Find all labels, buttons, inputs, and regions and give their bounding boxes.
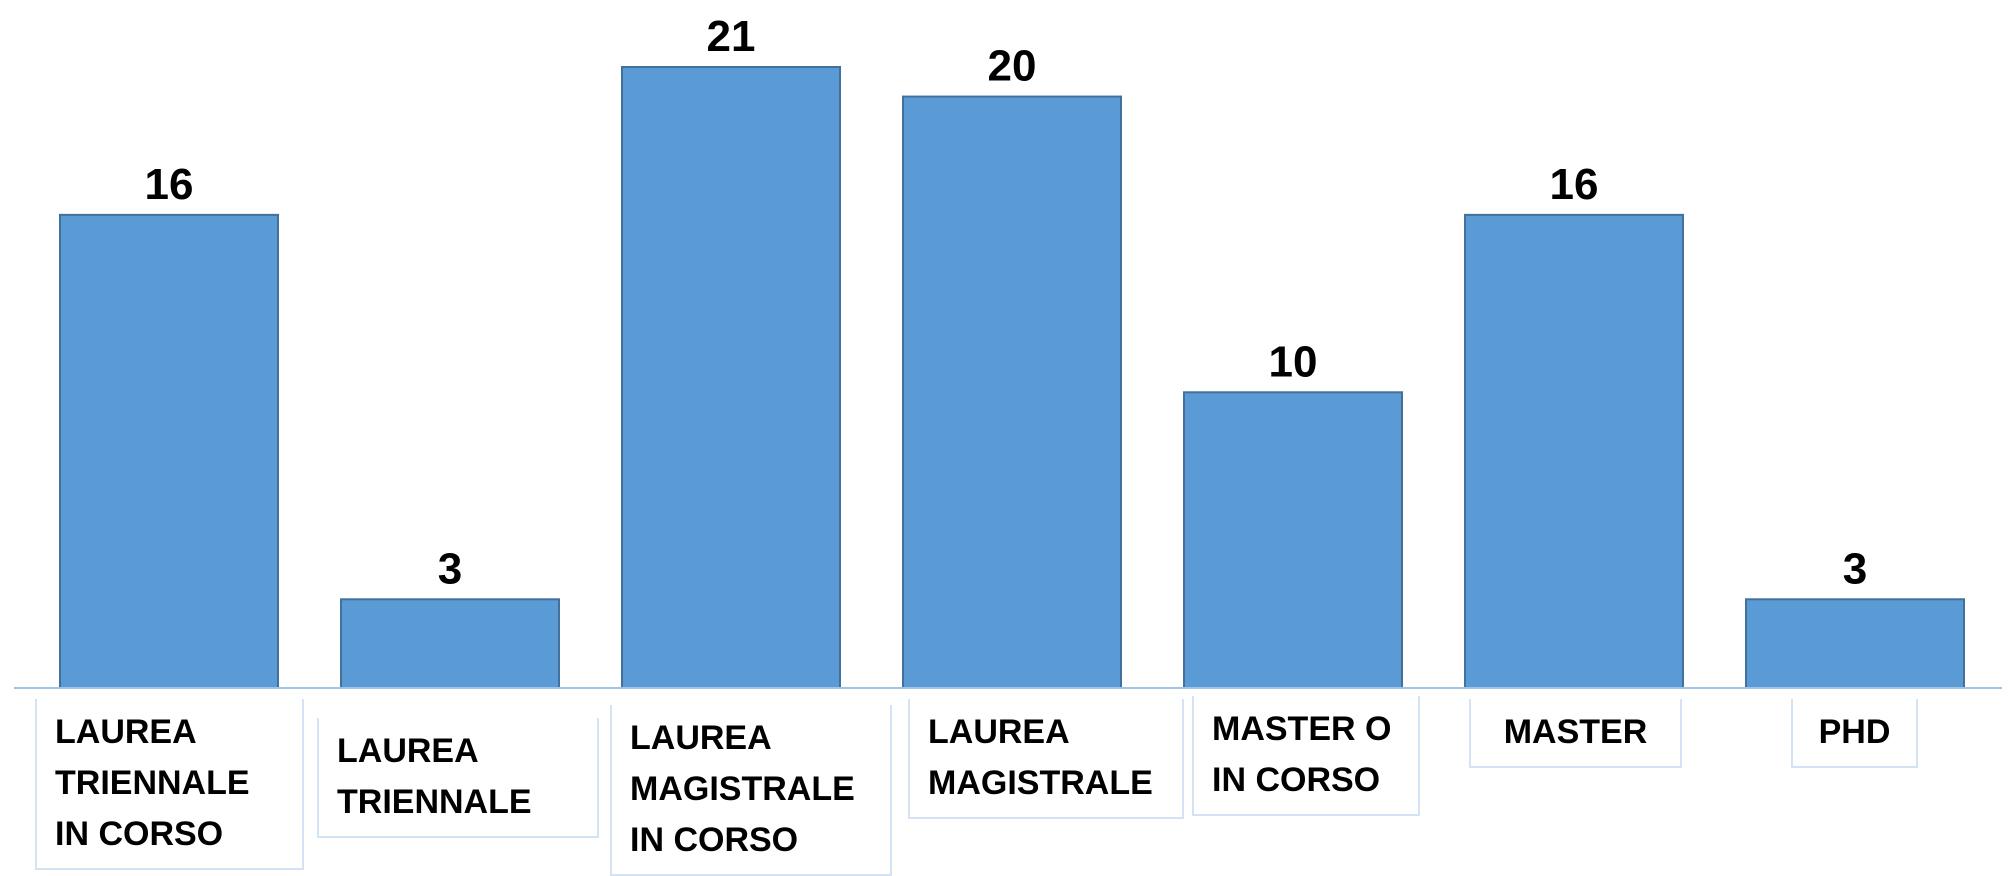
data-label: 20 xyxy=(988,42,1037,91)
bar xyxy=(621,66,841,689)
data-label: 16 xyxy=(145,160,194,209)
x-tick-label: MASTER O IN CORSO xyxy=(1192,696,1420,816)
data-label: 16 xyxy=(1550,160,1599,209)
x-tick-text: LAUREA TRIENNALE IN CORSO xyxy=(55,713,250,853)
x-tick-text: LAUREA TRIENNALE xyxy=(337,732,532,821)
bar xyxy=(1464,213,1684,689)
bar xyxy=(59,213,279,689)
data-label: 10 xyxy=(1269,337,1318,386)
x-tick-label: LAUREA MAGISTRALE xyxy=(908,699,1184,819)
x-tick-label: MASTER xyxy=(1469,699,1682,768)
data-label: 21 xyxy=(707,12,756,61)
data-label: 3 xyxy=(1843,544,1867,593)
x-tick-label: LAUREA TRIENNALE IN CORSO xyxy=(35,699,304,870)
bar xyxy=(340,598,560,689)
x-tick-label: PHD xyxy=(1791,699,1918,768)
data-label: 3 xyxy=(438,544,462,593)
bar xyxy=(1183,391,1403,689)
bar xyxy=(902,95,1122,690)
x-tick-text: MASTER O IN CORSO xyxy=(1212,710,1392,799)
x-tick-label: LAUREA MAGISTRALE IN CORSO xyxy=(610,705,892,876)
x-tick-label: LAUREA TRIENNALE xyxy=(317,718,599,838)
x-tick-text: LAUREA MAGISTRALE IN CORSO xyxy=(630,719,855,859)
bar xyxy=(1745,598,1965,689)
x-tick-text: LAUREA MAGISTRALE xyxy=(928,713,1153,802)
